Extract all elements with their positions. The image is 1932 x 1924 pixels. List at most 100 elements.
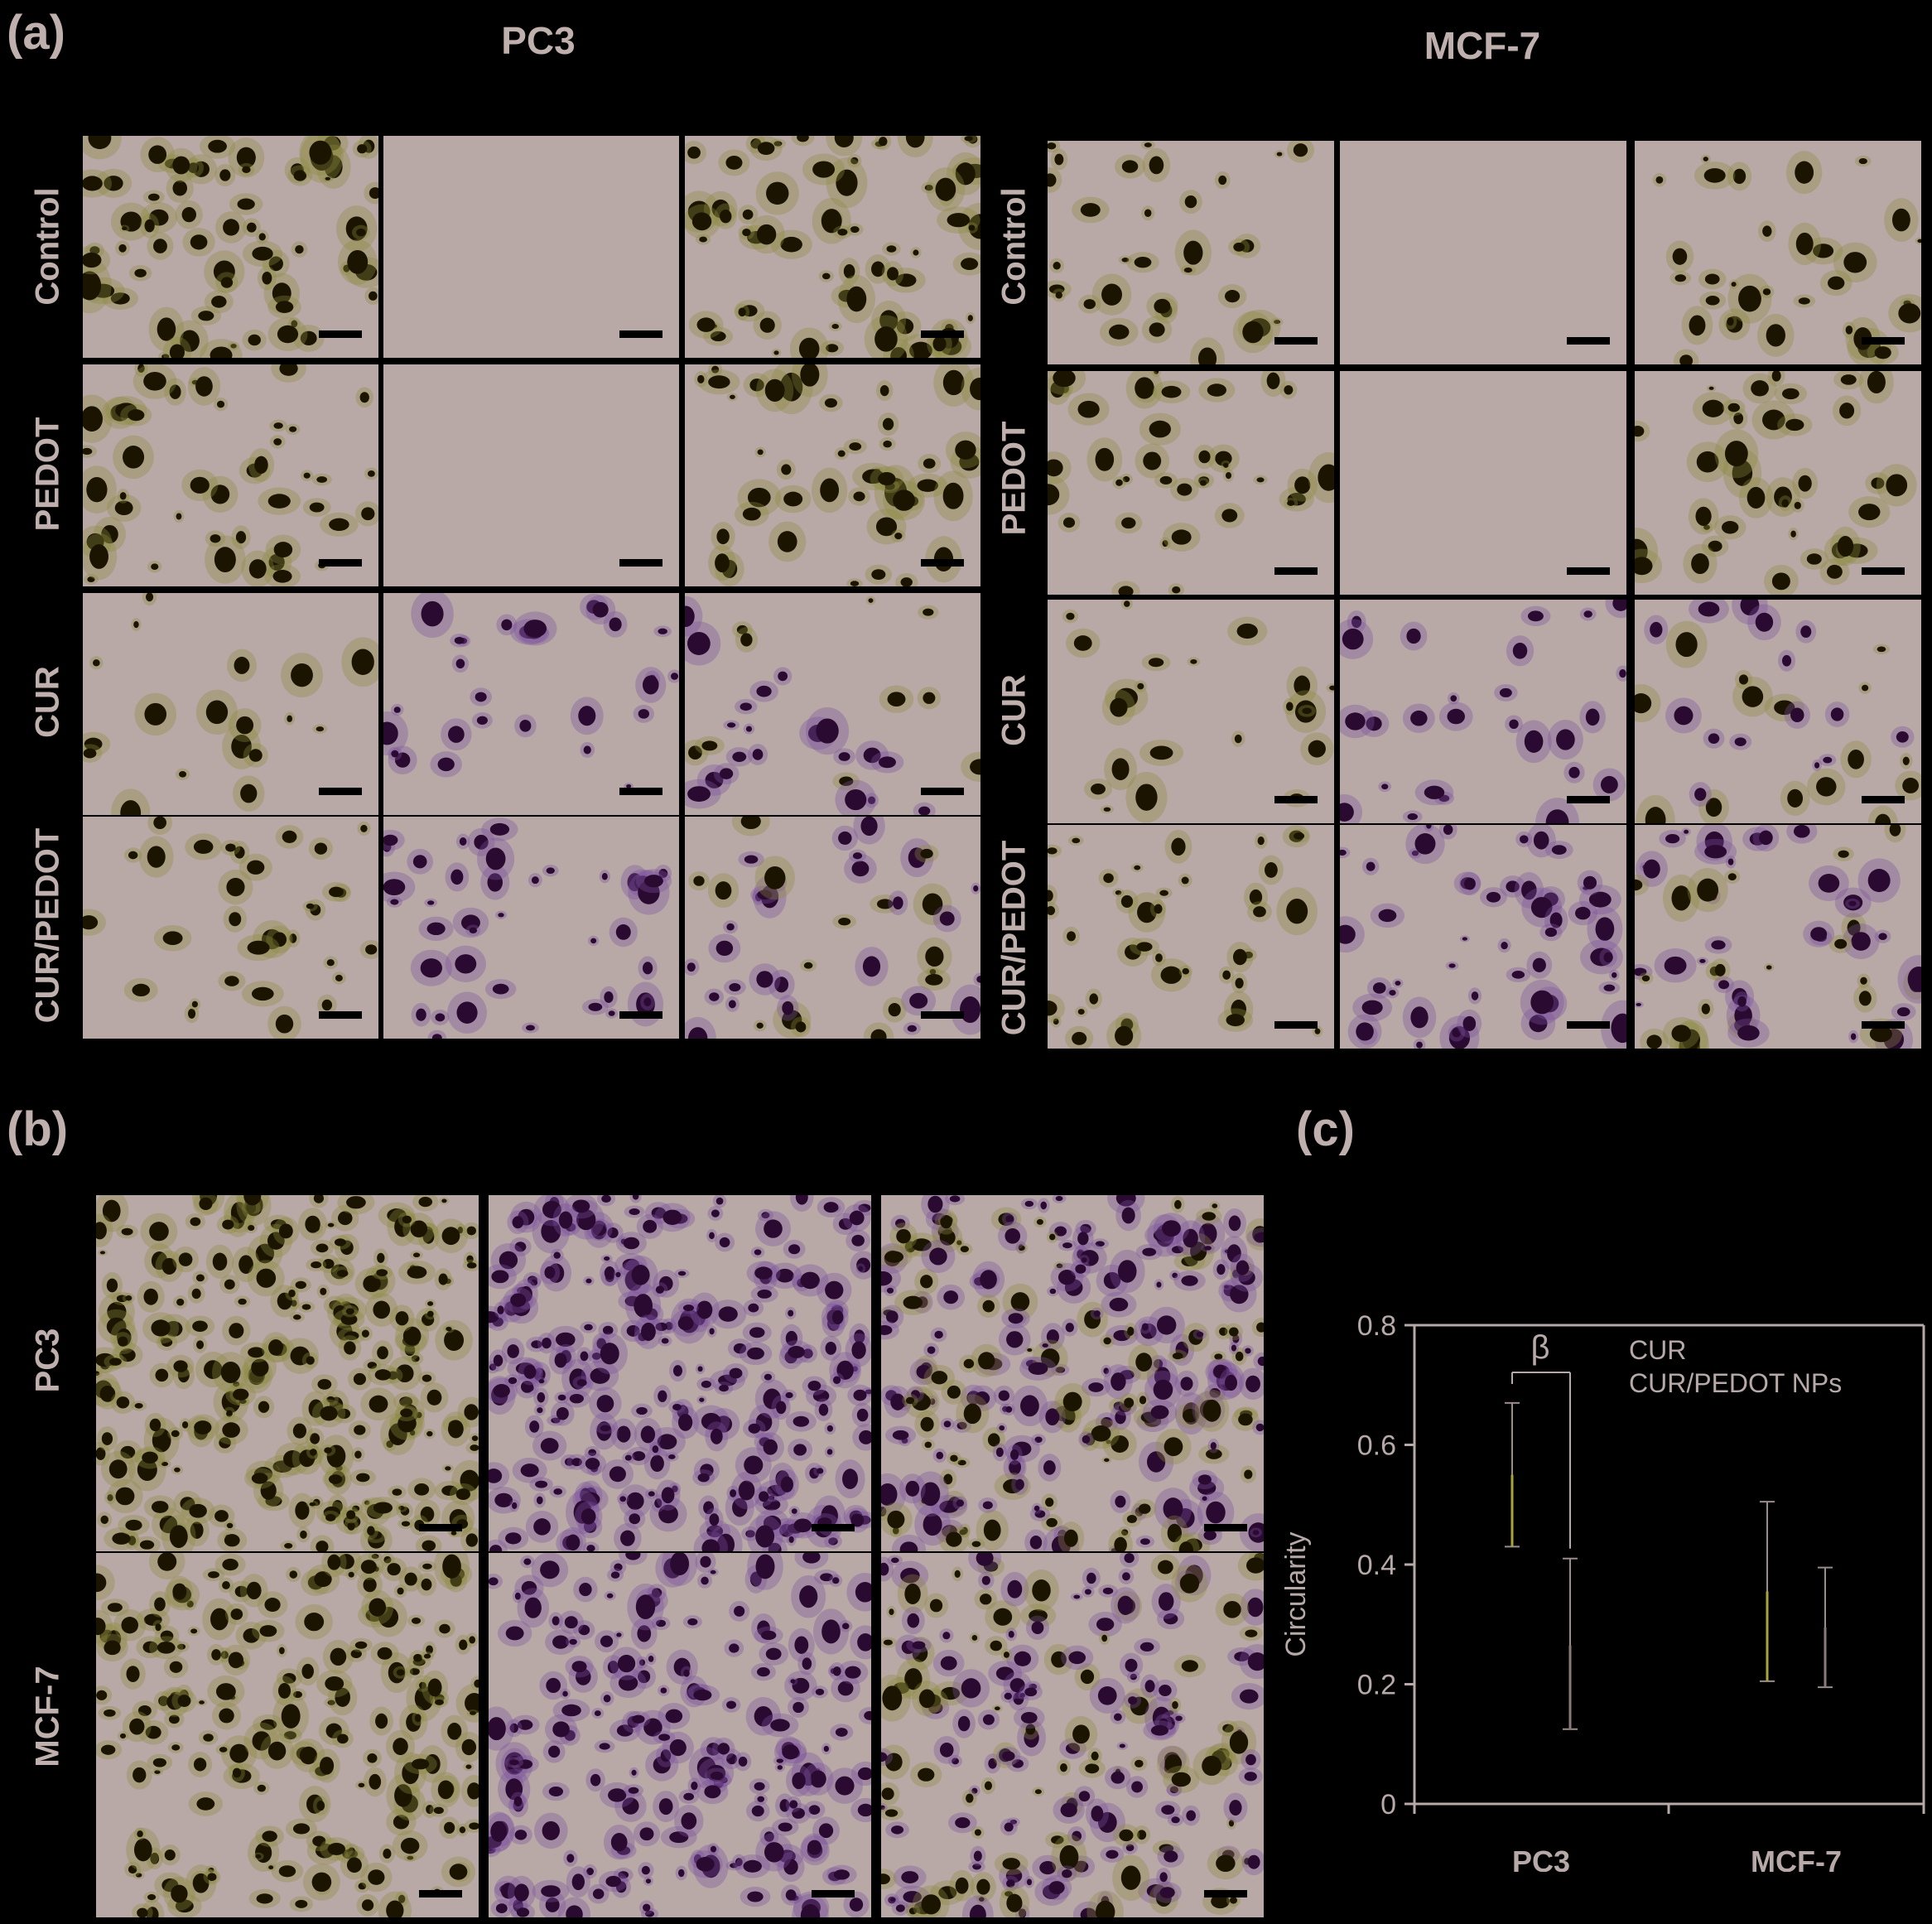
micrograph-image — [489, 1195, 871, 1551]
micrograph-image — [96, 1195, 479, 1551]
micrograph-image — [881, 1195, 1264, 1551]
micrograph-tile-b — [489, 1195, 871, 1551]
y-axis-label: Circularity — [1280, 1531, 1312, 1656]
scale-bar — [1862, 337, 1905, 345]
x-tick-label: PC3 — [1512, 1844, 1570, 1872]
scale-bar — [1204, 1524, 1247, 1531]
scale-bar — [812, 1890, 855, 1897]
micrograph-image — [1340, 825, 1626, 1049]
micrograph-image — [1340, 371, 1626, 595]
scale-bar — [319, 788, 362, 795]
micrograph-tile-pc3 — [685, 817, 980, 1039]
micrograph-image — [685, 596, 980, 815]
scale-bar — [921, 559, 964, 567]
micrograph-image — [383, 817, 672, 1039]
micrograph-image — [694, 364, 980, 586]
micrograph-tile-pc3 — [685, 136, 980, 358]
row-label-pedot-pc3: PEDOT — [29, 417, 66, 532]
micrograph-image — [1635, 371, 1917, 595]
micrograph-image — [1340, 141, 1626, 364]
scale-bar — [812, 1524, 855, 1531]
scale-bar — [319, 330, 362, 338]
micrograph-image — [1048, 141, 1314, 364]
scale-bar — [619, 1011, 662, 1019]
micrograph-image — [1652, 151, 1921, 364]
legend-item-cur: CUR — [1629, 1335, 1686, 1365]
micrograph-tile-mcf7 — [1340, 825, 1626, 1049]
micrograph-tile-pc3 — [83, 136, 378, 358]
micrograph-tile-mcf7 — [1340, 600, 1626, 823]
micrograph-image — [383, 364, 679, 586]
significance-beta: β — [1530, 1329, 1549, 1366]
panel-letter-a: (a) — [7, 6, 65, 60]
micrograph-tile-mcf7 — [1048, 600, 1334, 823]
scale-bar — [319, 1011, 362, 1019]
micrograph-image — [881, 1553, 1264, 1917]
scale-bar — [1567, 796, 1610, 803]
scale-bar — [619, 559, 662, 567]
y-tick-label: 0.2 — [1357, 1670, 1396, 1701]
micrograph-tile-pc3 — [83, 364, 378, 586]
micrograph-image — [1635, 825, 1921, 1049]
micrograph-tile-pc3 — [685, 364, 980, 586]
micrograph-tile-b — [881, 1553, 1264, 1917]
row-label-cur-pc3: CUR — [29, 666, 66, 738]
y-tick-label: 0.4 — [1357, 1550, 1396, 1581]
scale-bar — [319, 559, 362, 567]
y-tick-label: 0.6 — [1357, 1430, 1396, 1462]
micrograph-image — [1048, 825, 1323, 1049]
micrograph-tile-pc3 — [83, 817, 378, 1039]
micrograph-tile-mcf7 — [1635, 600, 1921, 823]
micrograph-image — [1340, 600, 1626, 823]
micrograph-image — [83, 136, 378, 358]
micrograph-image — [1048, 371, 1334, 595]
micrograph-tile-mcf7 — [1340, 371, 1626, 595]
scale-bar — [921, 1011, 964, 1019]
scale-bar — [1567, 337, 1610, 345]
scale-bar — [619, 330, 662, 338]
micrograph-tile-mcf7 — [1340, 141, 1626, 364]
scale-bar — [921, 330, 964, 338]
micrograph-image — [1635, 600, 1921, 823]
panel-letter-c: (c) — [1296, 1102, 1355, 1156]
micrograph-tile-mcf7 — [1048, 825, 1334, 1049]
scale-bar — [1274, 567, 1318, 575]
legend-item-cur-pedot-nps: CUR/PEDOT NPs — [1629, 1368, 1842, 1398]
row-label-mcf7-b: MCF-7 — [29, 1666, 66, 1767]
scale-bar — [1862, 1021, 1905, 1029]
micrograph-tile-b — [96, 1195, 479, 1551]
circularity-chart: 0 0.2 0.4 0.6 0.8 PC3 MCF-7 Circularity CUR CU… — [1280, 1310, 1925, 1872]
micrograph-tile-mcf7 — [1635, 141, 1921, 364]
micrograph-tile-mcf7 — [1635, 371, 1921, 595]
column-title-pc3: PC3 — [501, 19, 576, 62]
row-label-control-pc3: Control — [29, 187, 66, 306]
micrograph-tile-pc3 — [383, 364, 679, 586]
scale-bar — [1567, 567, 1610, 575]
micrograph-image — [83, 593, 378, 815]
micrograph-image — [83, 817, 378, 1039]
micrograph-image — [1062, 600, 1334, 823]
scale-bar — [1274, 1021, 1318, 1029]
micrograph-tile-pc3 — [383, 593, 679, 815]
micrograph-image — [685, 817, 980, 1039]
row-label-control-mcf7: Control — [995, 187, 1033, 306]
micrograph-tile-b — [96, 1553, 479, 1917]
scale-bar — [921, 788, 964, 795]
scale-bar — [1567, 1021, 1610, 1029]
micrograph-image — [489, 1553, 871, 1917]
micrograph-tile-pc3 — [383, 817, 679, 1039]
micrograph-image — [383, 136, 679, 358]
micrograph-image — [83, 364, 378, 586]
y-tick-label: 0 — [1380, 1789, 1396, 1820]
row-label-curpedot-mcf7: CUR/PEDOT — [995, 840, 1033, 1036]
scale-bar — [1862, 796, 1905, 803]
micrograph-tile-pc3 — [685, 593, 980, 815]
micrograph-tile-b — [489, 1553, 871, 1917]
micrograph-tile-mcf7 — [1048, 141, 1334, 364]
row-label-pc3-b: PC3 — [29, 1328, 66, 1393]
scale-bar — [619, 788, 662, 795]
micrograph-tile-mcf7 — [1635, 825, 1921, 1049]
scale-bar — [1274, 796, 1318, 803]
y-tick-label: 0.8 — [1357, 1310, 1396, 1342]
scale-bar — [1204, 1890, 1247, 1897]
